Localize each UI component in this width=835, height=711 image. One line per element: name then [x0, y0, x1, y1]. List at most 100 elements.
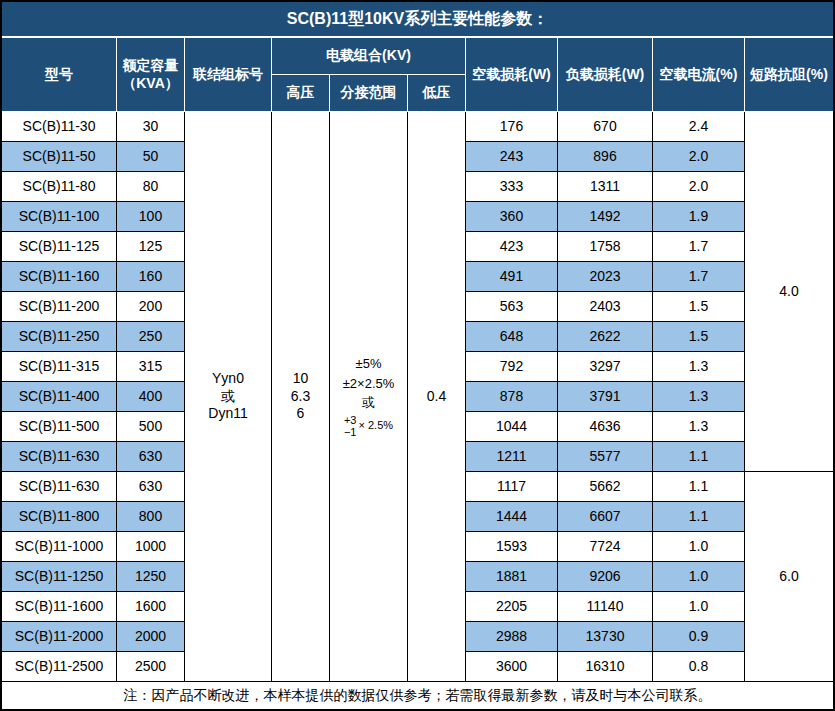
capacity-cell: 800 — [117, 502, 185, 532]
col-header-load-combo: 电载组合(KV) — [272, 38, 466, 75]
load-loss-cell: 2023 — [558, 262, 653, 292]
capacity-cell: 125 — [117, 232, 185, 262]
no-load-current-cell: 1.0 — [653, 532, 745, 562]
load-loss-cell: 5577 — [558, 442, 653, 472]
tap-stack-bottom: −1 — [344, 426, 357, 439]
no-load-loss-cell: 423 — [466, 232, 558, 262]
load-loss-cell: 1492 — [558, 202, 653, 232]
load-loss-cell: 5662 — [558, 472, 653, 502]
tap-line-1: ±5% — [356, 354, 382, 374]
no-load-current-cell: 2.0 — [653, 172, 745, 202]
load-loss-cell: 896 — [558, 142, 653, 172]
col-header-hv: 高压 — [272, 75, 330, 112]
capacity-cell: 30 — [117, 112, 185, 142]
no-load-loss-cell: 243 — [466, 142, 558, 172]
model-cell: SC(B)11-500 — [2, 412, 117, 442]
hv-line: 10 — [293, 370, 309, 388]
no-load-loss-cell: 1593 — [466, 532, 558, 562]
col-header-lv: 低压 — [408, 75, 466, 112]
no-load-loss-cell: 648 — [466, 322, 558, 352]
model-cell: SC(B)11-30 — [2, 112, 117, 142]
lv-voltage-cell: 0.4 — [408, 112, 466, 682]
model-cell: SC(B)11-125 — [2, 232, 117, 262]
no-load-loss-cell: 563 — [466, 292, 558, 322]
tap-stack-notation: +3 −1 × 2.5% — [344, 414, 393, 439]
no-load-current-cell: 1.9 — [653, 202, 745, 232]
hv-line: 6.3 — [291, 388, 310, 406]
col-header-tap-range: 分接范围 — [330, 75, 408, 112]
no-load-current-cell: 1.3 — [653, 412, 745, 442]
model-cell: SC(B)11-1250 — [2, 562, 117, 592]
capacity-cell: 630 — [117, 472, 185, 502]
load-loss-cell: 11140 — [558, 592, 653, 622]
no-load-current-cell: 2.0 — [653, 142, 745, 172]
capacity-cell: 1000 — [117, 532, 185, 562]
col-header-no-load-current: 空载电流(%) — [653, 38, 745, 112]
load-loss-cell: 4636 — [558, 412, 653, 442]
col-header-load-loss: 负载损耗(W) — [558, 38, 653, 112]
model-cell: SC(B)11-80 — [2, 172, 117, 202]
no-load-loss-cell: 3600 — [466, 652, 558, 682]
model-cell: SC(B)11-2500 — [2, 652, 117, 682]
impedance-value-cell: 6.0 — [745, 472, 833, 682]
model-cell: SC(B)11-1600 — [2, 592, 117, 622]
model-cell: SC(B)11-800 — [2, 502, 117, 532]
col-header-capacity-line1: 额定容量 — [123, 57, 179, 75]
load-loss-cell: 2403 — [558, 292, 653, 322]
no-load-loss-cell: 1044 — [466, 412, 558, 442]
tap-range-cell: ±5% ±2×2.5% 或 +3 −1 × 2.5% — [330, 112, 408, 682]
no-load-loss-cell: 360 — [466, 202, 558, 232]
capacity-cell: 1600 — [117, 592, 185, 622]
no-load-current-cell: 1.5 — [653, 292, 745, 322]
capacity-cell: 200 — [117, 292, 185, 322]
load-loss-cell: 1311 — [558, 172, 653, 202]
footer-note: 注：因产品不断改进，本样本提供的数据仅供参考；若需取得最新参数，请及时与本公司联… — [2, 682, 833, 709]
no-load-current-cell: 1.5 — [653, 322, 745, 352]
spec-sheet: SC(B)11型10KV系列主要性能参数： 型号 额定容量 （KVA） 联结组标… — [0, 0, 835, 711]
table-grid: SC(B)11型10KV系列主要性能参数： 型号 额定容量 （KVA） 联结组标… — [2, 2, 833, 709]
no-load-current-cell: 0.8 — [653, 652, 745, 682]
no-load-loss-cell: 1881 — [466, 562, 558, 592]
col-header-model: 型号 — [2, 38, 117, 112]
connection-line: Dyn11 — [208, 405, 247, 423]
model-cell: SC(B)11-630 — [2, 442, 117, 472]
model-cell: SC(B)11-50 — [2, 142, 117, 172]
no-load-loss-cell: 1117 — [466, 472, 558, 502]
capacity-cell: 630 — [117, 442, 185, 472]
load-loss-cell: 16310 — [558, 652, 653, 682]
col-header-capacity: 额定容量 （KVA） — [117, 38, 185, 112]
tap-line-2: ±2×2.5% — [343, 374, 395, 394]
load-loss-cell: 6607 — [558, 502, 653, 532]
col-header-capacity-line2: （KVA） — [122, 75, 179, 93]
model-cell: SC(B)11-315 — [2, 352, 117, 382]
model-cell: SC(B)11-1000 — [2, 532, 117, 562]
capacity-cell: 80 — [117, 172, 185, 202]
model-cell: SC(B)11-200 — [2, 292, 117, 322]
capacity-cell: 250 — [117, 322, 185, 352]
no-load-loss-cell: 333 — [466, 172, 558, 202]
no-load-current-cell: 0.9 — [653, 622, 745, 652]
no-load-current-cell: 1.3 — [653, 352, 745, 382]
capacity-cell: 50 — [117, 142, 185, 172]
connection-group-cell: Yyn0 或 Dyn11 — [185, 112, 272, 682]
hv-line: 6 — [297, 405, 305, 423]
load-loss-cell: 9206 — [558, 562, 653, 592]
capacity-cell: 2500 — [117, 652, 185, 682]
capacity-cell: 315 — [117, 352, 185, 382]
capacity-cell: 2000 — [117, 622, 185, 652]
col-header-impedance: 短路抗阻(%) — [745, 38, 833, 112]
capacity-cell: 160 — [117, 262, 185, 292]
capacity-cell: 400 — [117, 382, 185, 412]
load-loss-cell: 3297 — [558, 352, 653, 382]
load-loss-cell: 7724 — [558, 532, 653, 562]
no-load-current-cell: 1.0 — [653, 592, 745, 622]
model-cell: SC(B)11-250 — [2, 322, 117, 352]
no-load-current-cell: 1.7 — [653, 262, 745, 292]
no-load-loss-cell: 2205 — [466, 592, 558, 622]
no-load-loss-cell: 1211 — [466, 442, 558, 472]
load-loss-cell: 1758 — [558, 232, 653, 262]
connection-line: 或 — [221, 388, 235, 406]
no-load-current-cell: 1.7 — [653, 232, 745, 262]
load-loss-cell: 670 — [558, 112, 653, 142]
no-load-loss-cell: 176 — [466, 112, 558, 142]
